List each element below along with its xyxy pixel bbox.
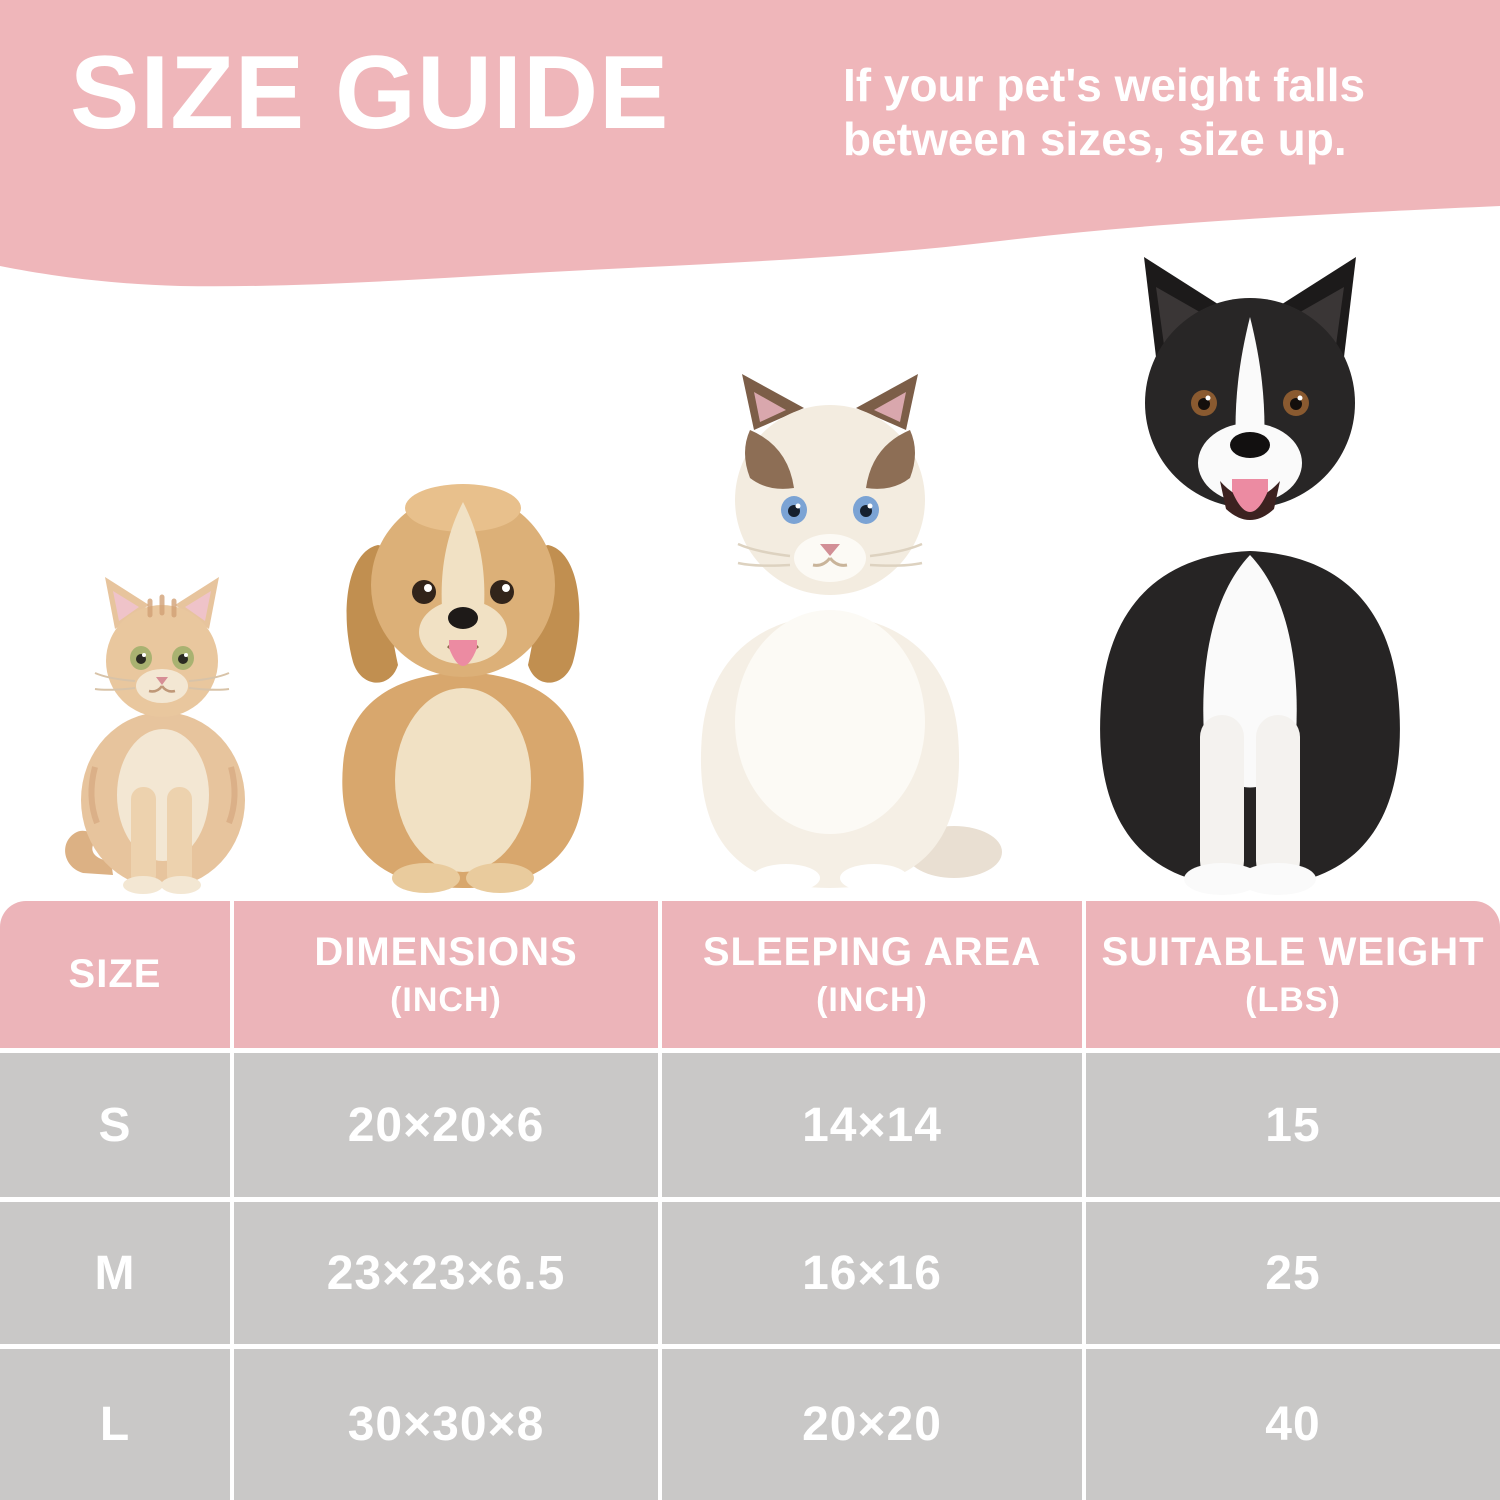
page-title: SIZE GUIDE: [70, 35, 670, 151]
size-value: S: [98, 1098, 132, 1152]
header-cell-sleeping-area: SLEEPING AREA (INCH): [662, 901, 1082, 1048]
weight-value: 15: [1265, 1098, 1321, 1152]
row-l-size-cell: L: [0, 1349, 230, 1500]
row-l-sleeping-area-cell: 20×20: [662, 1349, 1082, 1500]
border-collie-image: [1052, 245, 1447, 895]
row-l-weight-cell: 40: [1086, 1349, 1500, 1500]
row-m-dimensions-cell: 23×23×6.5: [234, 1202, 658, 1344]
ginger-kitten-image: [55, 555, 265, 895]
tan-puppy-image: [298, 450, 628, 895]
header-cell-suitable-weight: SUITABLE WEIGHT (LBS): [1086, 901, 1500, 1048]
sleeping-area-value: 20×20: [802, 1398, 942, 1451]
row-s-size-cell: S: [0, 1053, 230, 1197]
size-up-note: If your pet's weight falls between sizes…: [843, 58, 1365, 166]
header-cell-size: SIZE: [0, 901, 230, 1048]
row-l-dimensions-cell: 30×30×8: [234, 1349, 658, 1500]
column-unit: (INCH): [390, 980, 502, 1019]
pink-wave-banner: [0, 0, 1500, 287]
row-m-weight-cell: 25: [1086, 1202, 1500, 1344]
column-label: SUITABLE WEIGHT: [1101, 929, 1485, 974]
column-unit: (LBS): [1245, 980, 1341, 1019]
dimensions-value: 20×20×6: [347, 1098, 545, 1152]
column-label: SIZE: [68, 952, 162, 996]
row-s-dimensions-cell: 20×20×6: [234, 1053, 658, 1197]
row-s-sleeping-area-cell: 14×14: [662, 1053, 1082, 1197]
header-cell-dimensions: DIMENSIONS (INCH): [234, 901, 658, 1048]
ragdoll-cat-image: [658, 360, 1003, 895]
size-value: L: [99, 1398, 131, 1451]
weight-value: 40: [1265, 1398, 1321, 1451]
row-m-size-cell: M: [0, 1202, 230, 1344]
weight-value: 25: [1265, 1246, 1321, 1300]
row-s-weight-cell: 15: [1086, 1053, 1500, 1197]
column-label: DIMENSIONS: [314, 929, 578, 974]
size-up-note-line1: If your pet's weight falls: [843, 59, 1366, 111]
row-m-sleeping-area-cell: 16×16: [662, 1202, 1082, 1344]
size-up-note-line2: between sizes, size up.: [843, 113, 1347, 165]
dimensions-value: 30×30×8: [347, 1398, 545, 1451]
sleeping-area-value: 16×16: [802, 1246, 942, 1300]
size-value: M: [94, 1246, 136, 1300]
size-table: SIZE DIMENSIONS (INCH) SLEEPING AREA (IN…: [0, 901, 1500, 1500]
dimensions-value: 23×23×6.5: [326, 1246, 566, 1300]
column-label: SLEEPING AREA: [702, 929, 1042, 974]
sleeping-area-value: 14×14: [802, 1098, 942, 1152]
column-unit: (INCH): [816, 980, 928, 1019]
